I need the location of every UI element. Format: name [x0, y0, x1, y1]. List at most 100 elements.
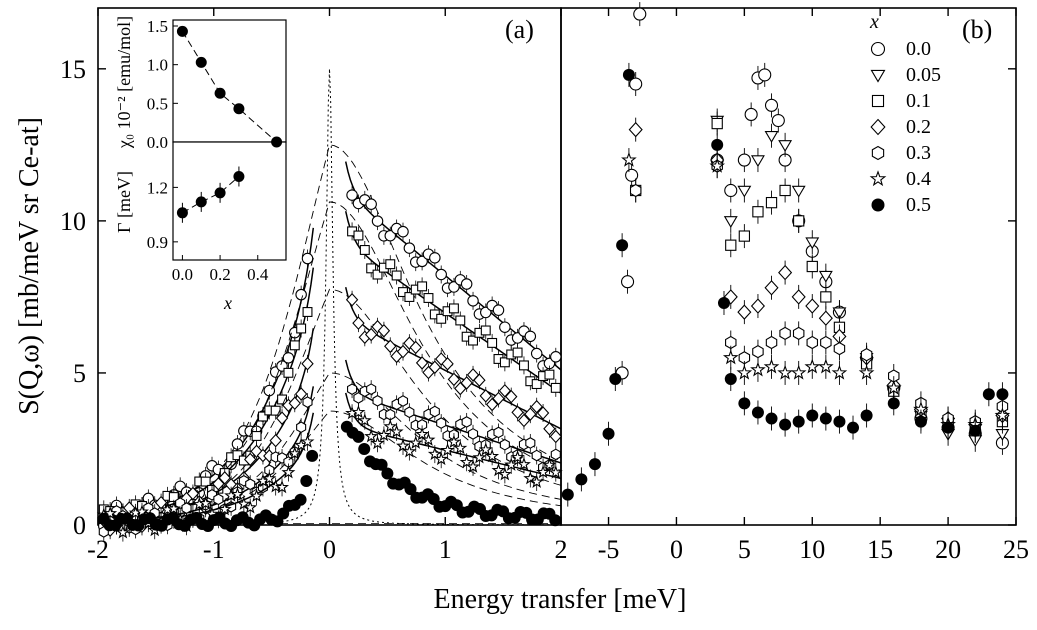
- data-point: [806, 260, 818, 273]
- data-point: [525, 437, 536, 449]
- data-point: [765, 335, 778, 350]
- quasielastic-component: [97, 410, 562, 524]
- data-point: [750, 298, 765, 314]
- data-point: [969, 424, 982, 437]
- data-point: [588, 458, 601, 471]
- data-point: [544, 369, 555, 380]
- data-point: [530, 347, 543, 360]
- data-point: [818, 310, 833, 326]
- data-point: [375, 458, 388, 471]
- inset-bottom-fit-line: [182, 176, 240, 214]
- data-point: [294, 493, 307, 506]
- x-axis-label: Energy transfer [meV]: [434, 584, 687, 615]
- data-point: [485, 397, 499, 412]
- y-tick-label: 0: [73, 511, 86, 540]
- data-point: [218, 471, 231, 485]
- data-point: [833, 341, 846, 356]
- quasielastic-component: [97, 372, 562, 524]
- data-point: [383, 419, 398, 433]
- inset-xlabel: x: [223, 293, 232, 313]
- data-point: [510, 450, 525, 464]
- data-point: [791, 289, 806, 305]
- legend-marker: [870, 118, 886, 136]
- data-point: [455, 315, 466, 326]
- data-point: [792, 326, 805, 341]
- data-point: [376, 427, 391, 442]
- data-point: [370, 435, 385, 450]
- data-point: [549, 514, 562, 527]
- data-point: [724, 373, 737, 386]
- x-tick-label: -5: [598, 535, 620, 564]
- data-point: [792, 415, 805, 428]
- data-point: [364, 429, 379, 443]
- legend-entry-label: 0.1: [906, 90, 931, 112]
- data-point: [724, 183, 738, 198]
- data-point: [302, 307, 313, 317]
- data-point: [366, 263, 377, 274]
- legend-marker: [870, 41, 886, 57]
- data-point: [887, 397, 900, 410]
- legend-marker: [871, 145, 885, 161]
- data-point: [609, 373, 622, 386]
- data-point: [428, 360, 442, 375]
- data-point: [765, 412, 778, 425]
- data-point: [738, 397, 751, 410]
- data-point: [466, 368, 480, 382]
- data-point: [346, 189, 358, 201]
- data-point: [622, 68, 635, 81]
- data-point: [270, 405, 281, 416]
- data-point: [820, 335, 832, 350]
- data-point: [446, 434, 461, 448]
- data-point: [709, 157, 726, 173]
- data-point: [347, 383, 358, 396]
- data-point: [487, 337, 498, 348]
- data-point: [511, 405, 524, 420]
- data-point: [296, 421, 307, 434]
- data-point: [751, 406, 764, 419]
- inset-top-frame: [172, 19, 287, 143]
- data-point: [115, 525, 130, 539]
- data-point: [819, 412, 832, 425]
- data-point: [996, 388, 1009, 401]
- data-point: [485, 448, 500, 463]
- data-point: [523, 471, 538, 485]
- data-point: [404, 292, 415, 302]
- x-tick-label: 0: [323, 535, 336, 564]
- data-point: [833, 415, 846, 428]
- inset-top-ylabel: χ₀ 10⁻² [emu/mol]: [114, 16, 134, 149]
- data-point: [765, 196, 778, 209]
- data-point: [858, 364, 875, 380]
- data-point: [818, 270, 833, 283]
- data-point: [723, 216, 738, 228]
- data-point: [516, 457, 531, 471]
- data-point: [847, 421, 860, 434]
- data-point: [460, 376, 473, 390]
- data-point: [550, 382, 561, 393]
- data-point: [885, 379, 902, 395]
- data-point: [717, 296, 730, 309]
- data-point: [198, 496, 213, 510]
- data-point: [397, 225, 409, 238]
- data-point: [345, 292, 359, 307]
- data-point: [212, 477, 225, 491]
- data-point: [711, 138, 724, 151]
- inset-top-y-tick-label: 0.0: [147, 133, 168, 152]
- data-point: [531, 449, 542, 462]
- data-point: [752, 345, 764, 359]
- data-point: [499, 321, 511, 333]
- data-point: [764, 130, 779, 143]
- data-point: [300, 434, 315, 448]
- data-point: [616, 239, 629, 252]
- data-point: [466, 459, 481, 473]
- data-point: [423, 293, 434, 303]
- data-point: [351, 404, 366, 419]
- data-point: [860, 409, 873, 422]
- legend-marker: [870, 69, 886, 83]
- x-tick-label: -1: [203, 535, 225, 564]
- data-point: [473, 373, 486, 387]
- data-point: [492, 391, 505, 406]
- data-point: [779, 184, 791, 197]
- data-point: [497, 467, 512, 481]
- data-point: [353, 230, 364, 241]
